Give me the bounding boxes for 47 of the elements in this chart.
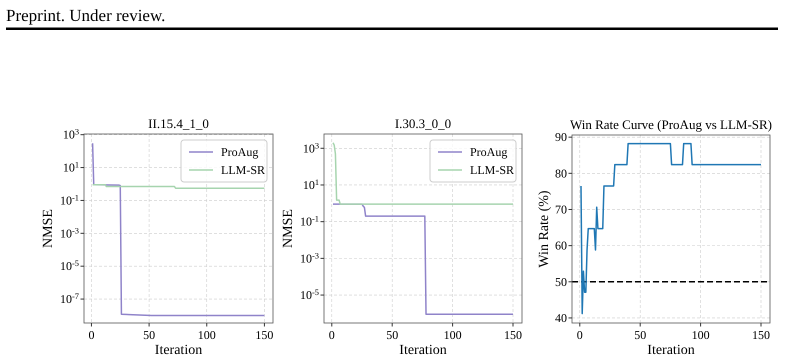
x-tick-label: 0 [328,328,335,342]
y-tick-label: 10$^{3}$ [302,140,319,156]
y-axis-title: NMSE [41,209,56,248]
y-tick-label: 60 [555,238,567,253]
y-tick-label: 10$^{-7}$ [60,292,79,306]
y-tick-label: 10$^{3}$ [62,127,79,142]
y-tick-label: 10$^{-3}$ [300,250,319,266]
x-tick-label: 50 [386,328,398,342]
y-tick-label: 10$^{-1}$ [300,214,319,229]
line-series [332,203,514,315]
x-tick-label: 100 [692,328,710,342]
y-axis-title: NMSE [281,209,296,248]
line-series [580,142,762,314]
x-axis-title: Iteration [154,343,202,358]
chart-title: Win Rate Curve (ProAug vs LLM-SR) [570,117,772,132]
y-tick-label: 90 [555,130,567,144]
y-axis-title: Win Rate (%) [537,190,552,268]
x-tick-label: 0 [88,328,94,342]
chart-title: I.30.3_0_0 [394,116,452,131]
y-tick-label: 50 [555,274,567,289]
legend-label: ProAug [221,145,258,159]
y-tick-label: 70 [555,202,567,216]
x-tick-label: 0 [576,328,583,342]
y-tick-label: 10$^{-3}$ [60,226,79,240]
x-tick-label: 50 [143,328,156,342]
y-tick-label: 10$^{-5}$ [300,288,319,302]
x-tick-label: 100 [198,328,216,342]
y-tick-label: 10$^{1}$ [62,160,79,175]
line-series [332,142,514,205]
x-tick-label: 100 [444,328,462,342]
line-series [92,142,266,316]
x-tick-label: 50 [634,328,646,342]
y-tick-label: 10$^{1}$ [302,177,319,192]
legend-label: LLM-SR [221,163,266,177]
y-tick-label: 10$^{-1}$ [60,192,79,208]
y-tick-label: 80 [555,166,567,180]
chart-title: II.15.4_1_0 [148,116,209,131]
text: Preprint. Under review. [6,6,166,25]
legend-label: LLM-SR [470,163,514,177]
x-tick-label: 150 [255,328,274,342]
y-tick-label: 10$^{-5}$ [60,258,79,274]
x-tick-label: 150 [504,328,522,342]
legend-label: ProAug [470,145,508,159]
x-tick-label: 150 [752,328,770,342]
x-axis-title: Iteration [399,343,447,358]
x-axis-title: Iteration [647,343,695,358]
y-tick-label: 40 [555,310,567,325]
